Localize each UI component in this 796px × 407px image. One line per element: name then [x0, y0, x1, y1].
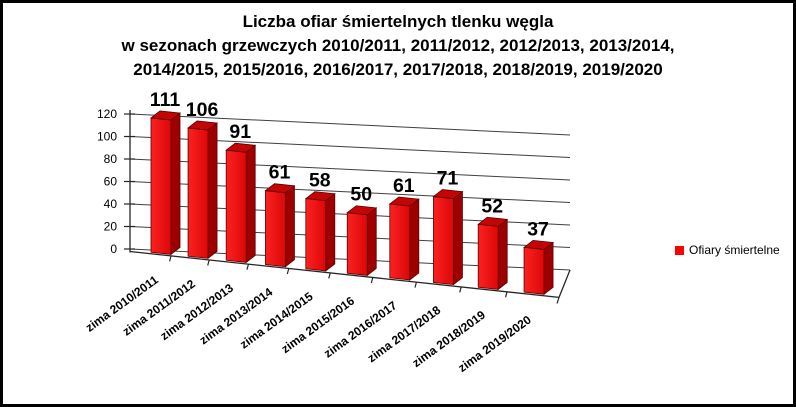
bar-column-10	[523, 246, 545, 295]
category-tick	[168, 255, 172, 262]
bar-column-7	[389, 203, 411, 281]
chart-plot-area: 0 20 40 60 80 100 120 111 106 91 61 58 50 61 71 52 37 zim…	[83, 89, 571, 375]
category-tick	[246, 264, 250, 270]
category-axis-line	[129, 250, 560, 299]
floor-right-edge	[558, 269, 571, 298]
category-tick	[207, 259, 210, 266]
category-tick-end	[556, 297, 560, 304]
bar-value-label: 50	[350, 184, 372, 206]
category-label: zima 2011/2012	[120, 276, 198, 338]
legend-label: Ofiary śmiertelne	[689, 243, 780, 257]
bar-side-6	[366, 207, 377, 277]
chart-title-line3: 2014/2015, 2015/2016, 2016/2017, 2017/20…	[133, 60, 663, 79]
bar-side-1	[170, 112, 181, 256]
bar-side-5	[325, 192, 336, 272]
bar-column-4	[265, 190, 286, 268]
bar-value-label: 111	[150, 89, 181, 111]
bar-value-label: 61	[393, 175, 415, 197]
bar-column-6	[346, 212, 368, 276]
bar-side-2	[207, 122, 218, 260]
bar-side-9	[497, 218, 508, 291]
legend: Ofiary śmiertelne	[675, 243, 780, 257]
bar-column-9	[477, 223, 499, 290]
bar-side-3	[245, 144, 256, 264]
bar-side-4	[285, 185, 295, 268]
bar-side-10	[543, 241, 554, 296]
chart-title-line2: w sezonach grzewczych 2010/2011, 2011/20…	[121, 36, 675, 55]
bar-side-8	[453, 190, 463, 286]
bar-value-label: 106	[186, 99, 219, 121]
bar-side-7	[409, 198, 420, 281]
bar-column-5	[305, 198, 327, 272]
bar-column-3	[225, 149, 247, 263]
bar-value-label: 58	[309, 170, 331, 192]
y-tick-label: 60	[104, 175, 118, 189]
bar-value-label: 37	[527, 218, 549, 240]
legend-swatch-icon	[675, 245, 684, 255]
y-tick-label: 20	[104, 220, 118, 234]
category-tick	[370, 277, 374, 284]
bar-value-label: 71	[437, 168, 459, 190]
category-label: zima 2012/2013	[158, 281, 237, 344]
bar-column-1	[150, 117, 172, 255]
bar-column-8	[433, 196, 454, 286]
y-tick-label: 40	[104, 197, 118, 211]
gridline-120	[129, 113, 571, 136]
y-tick-label: 120	[97, 107, 117, 121]
bar-column-2	[187, 127, 209, 259]
category-tick	[459, 286, 462, 293]
category-tick	[414, 281, 418, 288]
category-tick	[328, 272, 331, 279]
category-tick	[504, 291, 508, 298]
bar-value-label: 61	[269, 162, 291, 184]
y-tick-label: 100	[97, 130, 117, 144]
bar-value-label: 52	[481, 195, 503, 217]
y-tick-label: 80	[104, 152, 118, 166]
bar-value-label: 91	[229, 121, 251, 143]
chart-title-line1: Liczba ofiar śmiertelnych tlenku węgla	[242, 12, 554, 31]
y-tick-label: 0	[110, 242, 117, 256]
category-tick	[286, 268, 290, 275]
chart-title: Liczba ofiar śmiertelnych tlenku węgla w…	[3, 10, 793, 82]
